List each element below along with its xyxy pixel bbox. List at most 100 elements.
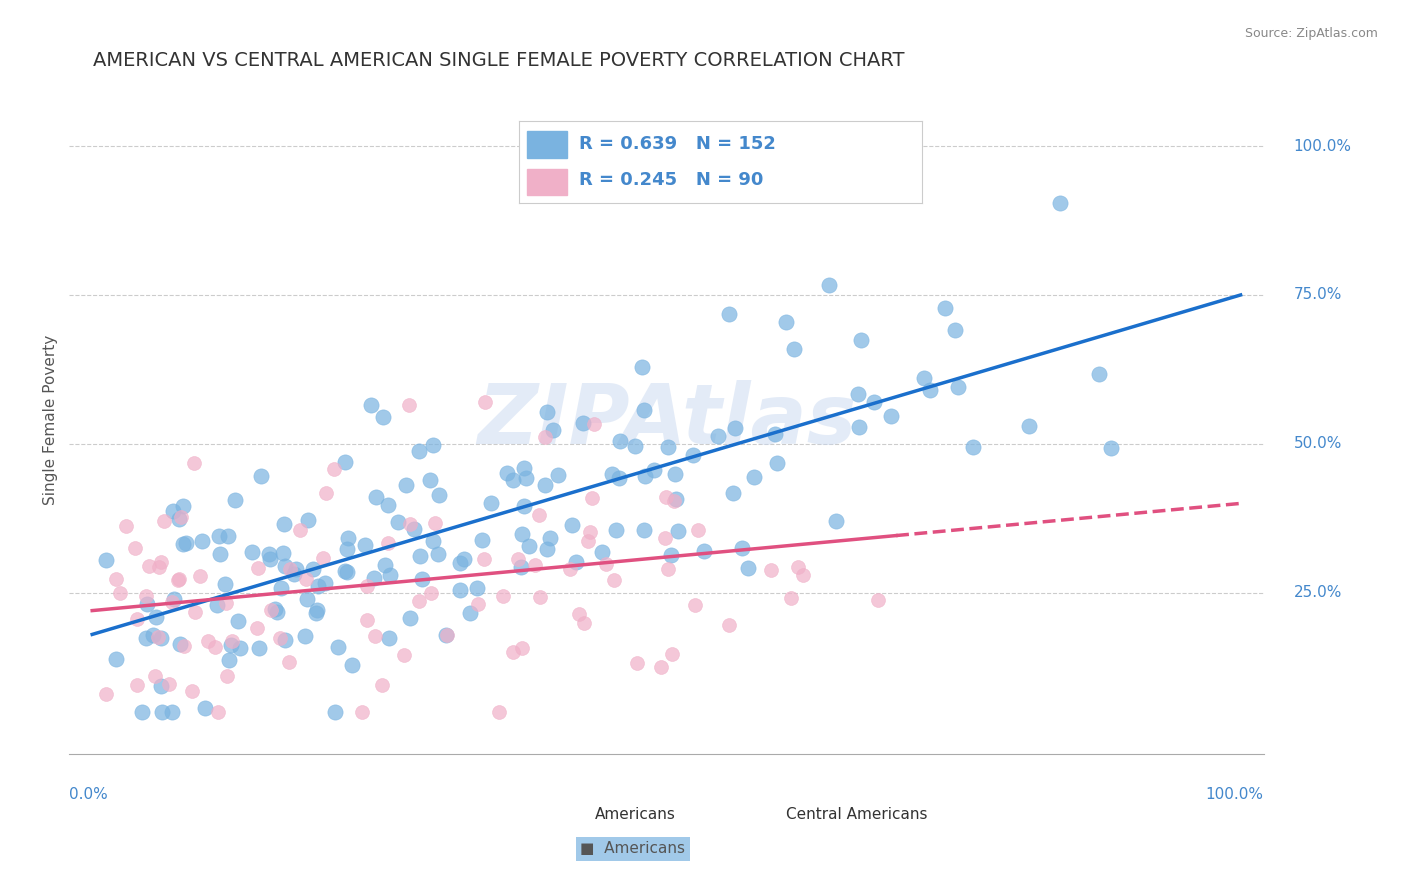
Point	[657, 440, 679, 454]
Point	[322, 462, 344, 476]
Point	[723, 420, 745, 434]
Point	[312, 551, 335, 566]
Point	[602, 573, 624, 587]
Point	[634, 469, 657, 483]
Point	[848, 420, 870, 434]
Point	[650, 660, 672, 674]
Point	[207, 599, 229, 613]
Point	[492, 589, 515, 603]
Point	[167, 572, 190, 586]
Text: R = 0.639   N = 152: R = 0.639 N = 152	[579, 135, 776, 153]
Point	[374, 558, 396, 573]
Point	[150, 705, 173, 719]
Point	[288, 524, 311, 538]
Point	[664, 467, 686, 481]
Point	[125, 612, 148, 626]
Point	[307, 603, 329, 617]
Point	[114, 519, 136, 533]
Point	[224, 493, 246, 508]
Point	[496, 466, 519, 480]
Point	[152, 514, 174, 528]
Point	[274, 632, 297, 647]
Point	[333, 564, 356, 578]
Point	[394, 648, 416, 663]
Point	[364, 490, 387, 504]
Point	[143, 669, 166, 683]
Point	[792, 567, 814, 582]
Text: 100.0%: 100.0%	[1294, 138, 1351, 153]
Point	[436, 627, 458, 641]
Point	[846, 387, 869, 401]
Text: 50.0%: 50.0%	[1294, 436, 1341, 451]
Point	[449, 556, 471, 570]
Point	[398, 398, 420, 412]
Point	[737, 561, 759, 575]
Point	[633, 402, 655, 417]
Point	[335, 565, 357, 579]
Point	[474, 395, 496, 409]
Text: Americans: Americans	[595, 807, 676, 822]
Point	[605, 523, 627, 537]
Point	[96, 687, 118, 701]
Point	[314, 576, 336, 591]
Point	[247, 641, 270, 656]
Point	[336, 541, 359, 556]
Point	[149, 631, 172, 645]
Point	[283, 566, 305, 581]
Point	[377, 498, 399, 512]
Point	[135, 597, 157, 611]
Point	[572, 416, 595, 430]
Point	[775, 315, 797, 329]
Point	[506, 552, 529, 566]
Point	[863, 395, 886, 409]
Point	[560, 562, 582, 576]
Point	[356, 613, 378, 627]
Point	[229, 640, 252, 655]
Point	[294, 629, 316, 643]
Point	[307, 579, 329, 593]
Point	[398, 611, 420, 625]
Point	[221, 634, 243, 648]
Point	[354, 538, 377, 552]
Point	[215, 669, 238, 683]
Point	[425, 516, 447, 530]
Point	[731, 541, 754, 556]
Point	[218, 653, 240, 667]
Point	[217, 528, 239, 542]
Point	[125, 678, 148, 692]
Point	[269, 632, 291, 646]
Point	[373, 409, 395, 424]
Point	[742, 470, 765, 484]
Point	[707, 429, 730, 443]
Point	[364, 629, 387, 643]
Point	[536, 541, 558, 556]
Point	[626, 656, 648, 670]
Text: 100.0%: 100.0%	[1205, 787, 1264, 802]
Point	[146, 630, 169, 644]
Point	[513, 499, 536, 513]
Point	[659, 548, 682, 562]
FancyBboxPatch shape	[527, 131, 568, 158]
Point	[666, 524, 689, 538]
Point	[693, 544, 716, 558]
Point	[197, 634, 219, 648]
Point	[302, 562, 325, 576]
Point	[183, 456, 205, 470]
Point	[157, 677, 180, 691]
Text: AMERICAN VS CENTRAL AMERICAN SINGLE FEMALE POVERTY CORRELATION CHART: AMERICAN VS CENTRAL AMERICAN SINGLE FEMA…	[93, 51, 904, 70]
Point	[149, 555, 172, 569]
Point	[204, 640, 226, 654]
Point	[723, 485, 745, 500]
Point	[145, 610, 167, 624]
Point	[517, 540, 540, 554]
Point	[207, 705, 229, 719]
Point	[763, 427, 786, 442]
Point	[169, 510, 191, 524]
Point	[449, 582, 471, 597]
Point	[512, 527, 534, 541]
Point	[1049, 196, 1071, 211]
Point	[173, 640, 195, 654]
Point	[270, 581, 292, 595]
Point	[600, 467, 623, 482]
Text: Central Americans: Central Americans	[786, 807, 928, 822]
